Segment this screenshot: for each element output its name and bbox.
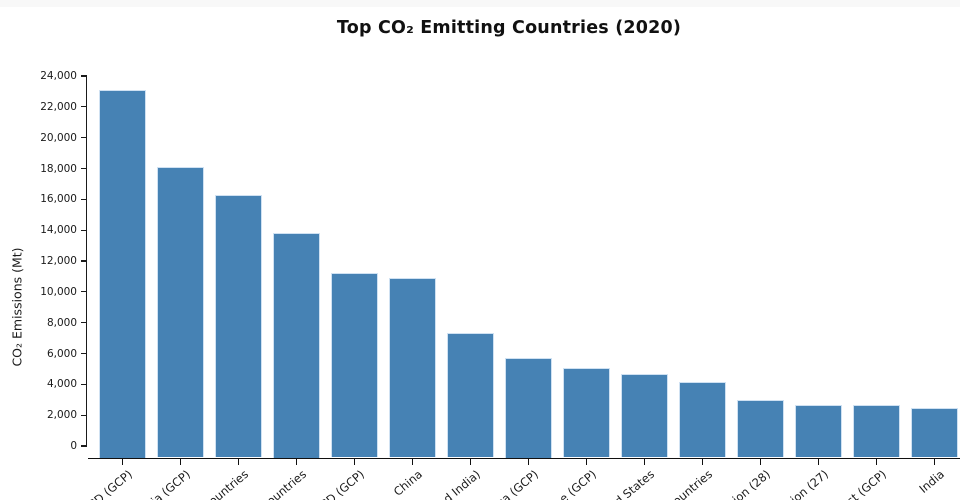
x-tick-mark [643, 459, 646, 465]
bar [679, 382, 726, 458]
y-tick-mark [80, 352, 86, 355]
y-tick-label: 12,000 [40, 255, 77, 267]
y-axis-line [85, 75, 87, 447]
x-tick-label: Upper-middle-income countries [27, 467, 251, 500]
bar [853, 405, 900, 458]
y-tick-mark [80, 137, 86, 139]
y-tick-label: 8,000 [46, 316, 77, 329]
y-tick-mark [80, 414, 86, 416]
bar [795, 405, 842, 458]
bar [563, 368, 610, 458]
x-tick-mark [237, 459, 240, 465]
x-tick-mark [933, 459, 936, 465]
y-tick-mark [80, 167, 86, 170]
y-tick-mark [80, 198, 86, 200]
x-tick-mark [817, 459, 820, 465]
x-tick-mark [701, 459, 704, 465]
y-tick-label: 20,000 [40, 131, 77, 144]
y-tick-label: 6,000 [46, 347, 77, 360]
x-axis-line [88, 457, 960, 460]
y-tick-label: 10,000 [40, 285, 77, 298]
y-tick-mark [80, 322, 86, 324]
y-tick-label: 22,000 [40, 100, 77, 113]
chart-title: Top CO₂ Emitting Countries (2020) [336, 18, 682, 38]
x-tick-mark [585, 459, 588, 465]
y-tick-label: 24,000 [40, 70, 77, 82]
x-tick-label: Non-OECD (GCP) [0, 467, 134, 500]
x-tick-mark [527, 459, 530, 465]
y-tick-mark [80, 106, 86, 108]
bar [737, 400, 784, 458]
bar [99, 89, 146, 458]
x-tick-mark [411, 459, 414, 465]
bar [215, 194, 262, 458]
y-tick-label: 18,000 [40, 162, 77, 175]
bar [911, 408, 958, 458]
y-tick-label: 4,000 [46, 378, 77, 391]
page-background-strip [0, 0, 960, 7]
x-tick-mark [353, 459, 356, 465]
x-tick-mark [759, 459, 762, 465]
bar [621, 373, 668, 458]
bar [331, 273, 378, 458]
bar [505, 358, 552, 458]
bar [389, 277, 436, 458]
y-tick-mark [80, 229, 86, 231]
bar [447, 333, 494, 458]
bar [273, 233, 320, 458]
y-tick-mark [80, 75, 86, 77]
bar [157, 166, 204, 458]
y-tick-mark [80, 291, 86, 293]
y-tick-mark [80, 445, 86, 447]
y-tick-mark [80, 260, 86, 262]
x-tick-mark [121, 459, 124, 465]
y-tick-mark [80, 383, 86, 385]
y-tick-label: 2,000 [46, 409, 77, 422]
y-tick-label: 14,000 [40, 224, 77, 237]
y-tick-label: 0 [70, 440, 77, 452]
x-tick-mark [295, 459, 298, 465]
y-tick-label: 16,000 [40, 193, 77, 206]
x-tick-mark [875, 459, 878, 465]
x-tick-mark [469, 459, 472, 465]
x-tick-mark [179, 459, 182, 465]
